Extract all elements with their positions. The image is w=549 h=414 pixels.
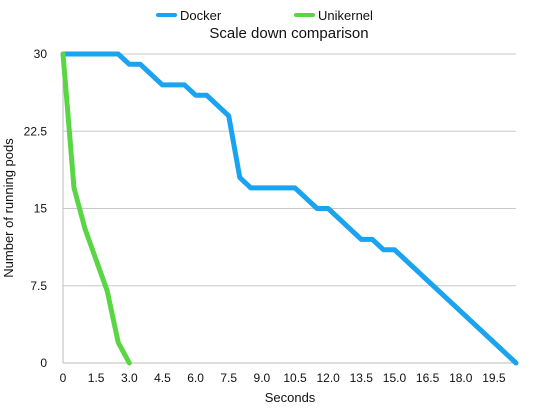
y-tick-label: 30 xyxy=(34,47,48,61)
x-tick-label: 9.0 xyxy=(254,371,271,385)
series-line-unikernel xyxy=(60,51,132,366)
y-tick-label: 0 xyxy=(40,356,47,370)
x-tick-label: 3.0 xyxy=(121,371,138,385)
series-line-docker xyxy=(60,51,519,366)
x-tick-label: 0 xyxy=(60,371,67,385)
x-tick-label: 6.0 xyxy=(187,371,204,385)
x-tick-label: 13.5 xyxy=(350,371,374,385)
y-axis-ticks: 0 7.5 15 22.5 30 xyxy=(24,47,48,370)
legend-label-docker: Docker xyxy=(180,8,222,23)
x-tick-label: 19.5 xyxy=(482,371,506,385)
y-tick-label: 22.5 xyxy=(24,124,48,138)
x-axis-ticks: 0 1.5 3.0 4.5 6.0 7.5 9.0 10.5 12.0 13.5 15.0 16.5 1… xyxy=(60,371,506,385)
series-lines xyxy=(60,51,519,366)
y-axis-title: Number of running pods xyxy=(1,138,16,278)
x-tick-label: 7.5 xyxy=(220,371,237,385)
gridlines xyxy=(62,53,516,364)
x-tick-label: 15.0 xyxy=(383,371,407,385)
x-tick-label: 1.5 xyxy=(88,371,105,385)
x-tick-label: 16.5 xyxy=(416,371,440,385)
legend-label-unikernel: Unikernel xyxy=(318,8,373,23)
x-axis-title: Seconds xyxy=(265,390,316,405)
x-tick-label: 4.5 xyxy=(154,371,171,385)
chart-title: Scale down comparison xyxy=(209,25,368,42)
y-tick-label: 15 xyxy=(34,202,48,216)
x-tick-label: 18.0 xyxy=(449,371,473,385)
x-tick-label: 12.0 xyxy=(316,371,340,385)
y-tick-label: 7.5 xyxy=(30,279,47,293)
legend: Docker Unikernel xyxy=(156,8,373,23)
x-tick-label: 10.5 xyxy=(283,371,307,385)
